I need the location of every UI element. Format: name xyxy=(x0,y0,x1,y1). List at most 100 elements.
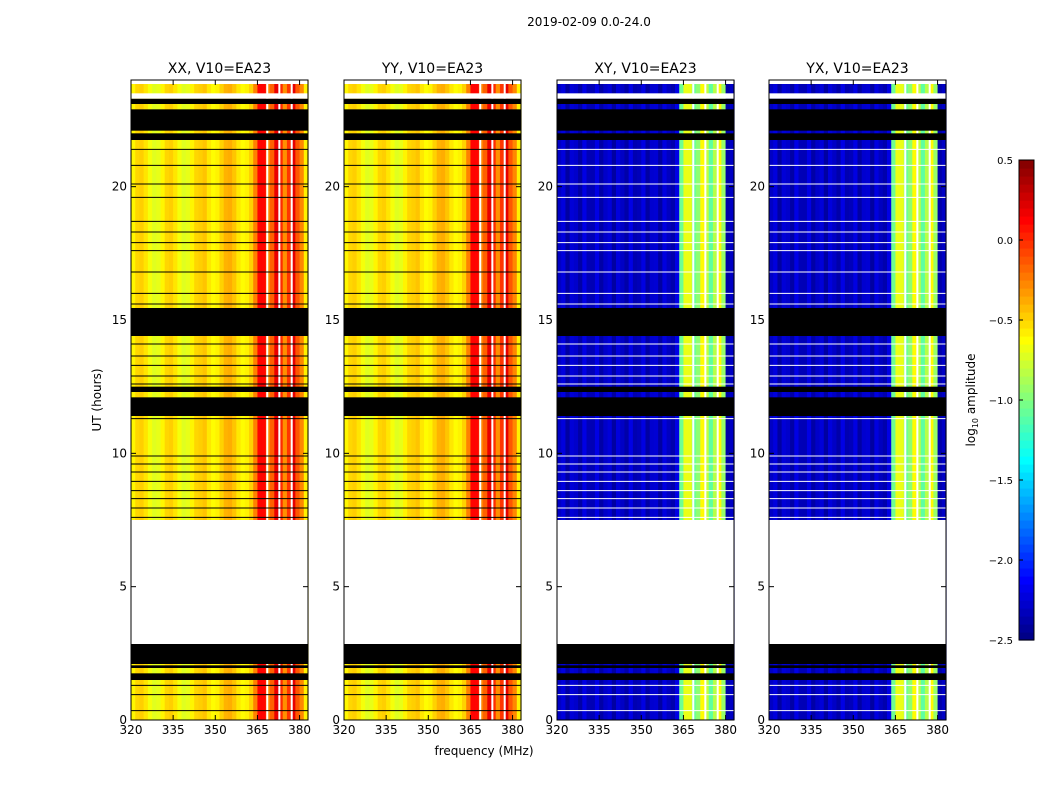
colorbar-segment xyxy=(1019,256,1034,265)
y-tick-label: 5 xyxy=(119,580,127,594)
colorbar-segment xyxy=(1019,224,1034,233)
colorbar-segment xyxy=(1019,608,1034,617)
flagged-interval xyxy=(769,133,946,140)
colorbar: 0.5 0.0 −0.5 −1.0 −1.5 −2.0 −2.5 xyxy=(989,156,1035,647)
flagged-interval xyxy=(131,673,308,680)
missing-interval xyxy=(131,520,308,644)
missing-interval xyxy=(344,93,521,99)
x-tick-label: 320 xyxy=(758,723,781,737)
colorbar-segment xyxy=(1019,592,1034,601)
colorbar-segment xyxy=(1019,272,1034,281)
y-tick-label: 15 xyxy=(538,313,553,327)
flagged-interval xyxy=(344,673,521,680)
panel-2: 320 335 350 365 380 0 5 10 15 20 YY, V10=EA23 xyxy=(325,61,524,737)
colorbar-segment xyxy=(1019,616,1034,625)
colorbar-segment xyxy=(1019,496,1034,505)
x-tick-label: 350 xyxy=(204,723,227,737)
flagged-interval xyxy=(557,386,734,392)
flagged-interval xyxy=(344,665,521,668)
colorbar-segment xyxy=(1019,448,1034,457)
flagged-interval xyxy=(769,308,946,336)
flagged-interval xyxy=(557,644,734,664)
colorbar-tick-label: −1.5 xyxy=(989,476,1013,487)
y-tick-label: 0 xyxy=(545,713,553,727)
colorbar-tick-label: −0.5 xyxy=(989,316,1013,327)
colorbar-label-sub: 10 xyxy=(971,418,980,428)
y-tick-label: 5 xyxy=(757,580,765,594)
missing-interval xyxy=(769,93,946,99)
panel-title: YY, V10=EA23 xyxy=(381,61,483,77)
y-tick-label: 20 xyxy=(112,180,127,194)
y-tick-label: 10 xyxy=(750,446,765,460)
x-tick-label: 380 xyxy=(288,723,311,737)
colorbar-segment xyxy=(1019,304,1034,313)
flagged-interval xyxy=(131,308,308,336)
colorbar-segment xyxy=(1019,480,1034,489)
colorbar-tick-label: 0.0 xyxy=(997,236,1013,247)
colorbar-segment xyxy=(1019,280,1034,289)
colorbar-segment xyxy=(1019,552,1034,561)
colorbar-segment xyxy=(1019,576,1034,585)
flagged-interval xyxy=(769,665,946,668)
flagged-interval xyxy=(769,386,946,392)
colorbar-segment xyxy=(1019,624,1034,633)
flagged-interval xyxy=(131,98,308,104)
flagged-interval xyxy=(557,98,734,104)
missing-interval xyxy=(131,80,308,84)
colorbar-segment xyxy=(1019,432,1034,441)
colorbar-segment xyxy=(1019,160,1034,169)
flagged-interval xyxy=(769,98,946,104)
colorbar-segment xyxy=(1019,512,1034,521)
x-tick-label: 350 xyxy=(842,723,865,737)
flagged-interval xyxy=(557,109,734,131)
colorbar-segment xyxy=(1019,400,1034,409)
colorbar-segment xyxy=(1019,632,1034,641)
colorbar-segment xyxy=(1019,200,1034,209)
x-axis-label: frequency (MHz) xyxy=(434,744,533,758)
x-tick-label: 380 xyxy=(714,723,737,737)
colorbar-segment xyxy=(1019,472,1034,481)
colorbar-segment xyxy=(1019,168,1034,177)
flagged-interval xyxy=(344,386,521,392)
flagged-interval xyxy=(344,397,521,416)
x-tick-label: 335 xyxy=(375,723,398,737)
flagged-interval xyxy=(344,644,521,664)
y-tick-label: 5 xyxy=(332,580,340,594)
colorbar-segment xyxy=(1019,288,1034,297)
flagged-interval xyxy=(131,386,308,392)
flagged-interval xyxy=(131,133,308,140)
colorbar-segment xyxy=(1019,528,1034,537)
panel-frame xyxy=(556,79,735,721)
flagged-interval xyxy=(344,133,521,140)
flagged-interval xyxy=(131,644,308,664)
panel-group: 320 335 350 365 380 0 5 10 15 20 XX, V10=EA23 320 33… xyxy=(112,61,949,737)
panel-3: 320 335 350 365 380 0 5 10 15 20 XY, V10=EA23 xyxy=(538,61,737,737)
colorbar-segment xyxy=(1019,440,1034,449)
flagged-interval xyxy=(131,397,308,416)
x-tick-label: 365 xyxy=(246,723,269,737)
colorbar-tick-label: −2.5 xyxy=(989,636,1013,647)
x-tick-label: 365 xyxy=(672,723,695,737)
flagged-interval xyxy=(769,397,946,416)
colorbar-segment xyxy=(1019,408,1034,417)
y-tick-label: 0 xyxy=(332,713,340,727)
colorbar-segment xyxy=(1019,344,1034,353)
missing-interval xyxy=(557,80,734,84)
x-tick-label: 365 xyxy=(459,723,482,737)
colorbar-segment xyxy=(1019,560,1034,569)
missing-interval xyxy=(769,520,946,644)
colorbar-segment xyxy=(1019,520,1034,529)
colorbar-segment xyxy=(1019,584,1034,593)
panel-frame xyxy=(343,79,522,721)
flagged-interval xyxy=(131,665,308,668)
x-tick-label: 365 xyxy=(884,723,907,737)
panel-title: XX, V10=EA23 xyxy=(168,61,271,77)
colorbar-segment xyxy=(1019,536,1034,545)
x-tick-label: 320 xyxy=(333,723,356,737)
colorbar-segment xyxy=(1019,360,1034,369)
colorbar-segment xyxy=(1019,296,1034,305)
colorbar-segment xyxy=(1019,248,1034,257)
colorbar-segment xyxy=(1019,176,1034,185)
flagged-interval xyxy=(769,644,946,664)
